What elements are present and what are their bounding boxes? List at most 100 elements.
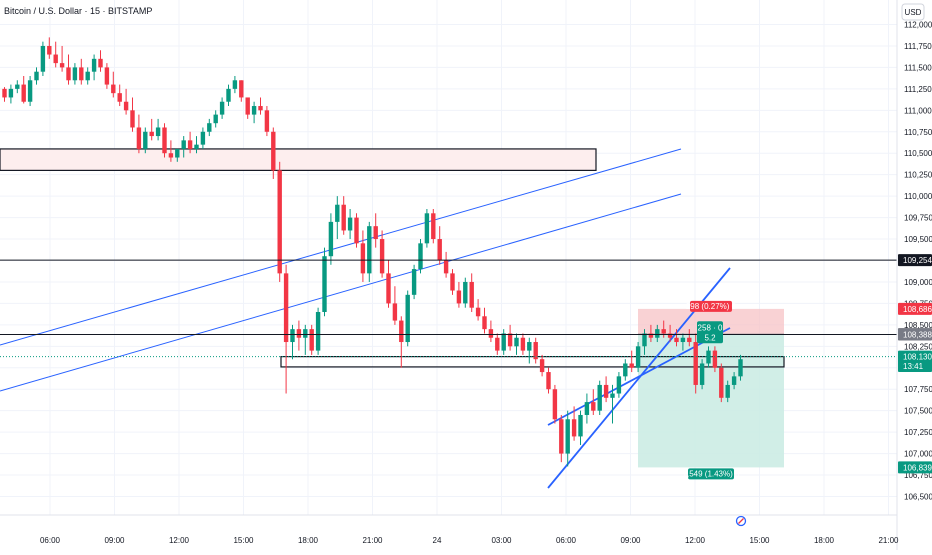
- candle: [91, 54, 97, 81]
- candle: [623, 359, 628, 381]
- price-tick-label: 107,000: [904, 450, 932, 459]
- candle: [8, 84, 14, 104]
- candle-body: [456, 290, 462, 304]
- candle-body: [399, 320, 404, 343]
- candle-body: [642, 333, 647, 347]
- time-tick-label: 21:00: [878, 536, 899, 545]
- price-badge: [898, 302, 932, 315]
- candle: [399, 316, 404, 368]
- candle-body: [341, 204, 346, 231]
- candle-body: [565, 419, 570, 454]
- candle: [21, 75, 26, 104]
- candle: [655, 324, 660, 343]
- price-tick-label: 106,750: [904, 471, 932, 480]
- currency-button[interactable]: [901, 3, 925, 21]
- candle-body: [725, 384, 730, 398]
- candle: [143, 127, 148, 154]
- candle: [699, 359, 705, 390]
- candle: [155, 118, 161, 141]
- candle: [418, 239, 423, 274]
- candle-body: [290, 329, 295, 343]
- candle-body: [59, 63, 65, 68]
- time-tick-label: 18:00: [814, 536, 835, 545]
- candle: [104, 63, 110, 89]
- candle-body: [667, 333, 673, 338]
- candles-layer: [2, 37, 743, 467]
- candle-body: [328, 221, 334, 257]
- candle: [296, 320, 302, 351]
- price-badge-label: 108,388: [903, 330, 932, 339]
- candle-body: [40, 45, 46, 72]
- candle-body: [655, 329, 660, 338]
- candle-body: [264, 110, 270, 132]
- candle: [450, 269, 455, 295]
- price-tick-label: 108,500: [904, 321, 932, 330]
- candle-body: [200, 131, 206, 145]
- candle: [79, 58, 84, 85]
- candle: [47, 37, 52, 59]
- candle: [507, 324, 513, 351]
- candle-body: [66, 67, 71, 81]
- price-badge-label: 108,686: [903, 305, 932, 314]
- candle: [303, 324, 308, 355]
- candle: [597, 380, 602, 415]
- candle-body: [507, 333, 513, 347]
- candle: [463, 277, 468, 308]
- candle-body: [424, 213, 430, 244]
- candle-body: [450, 273, 455, 291]
- reward-label-bg: [688, 468, 734, 480]
- candle-body: [546, 372, 551, 390]
- supply-zone-box: [0, 148, 597, 171]
- candle-body: [603, 384, 609, 398]
- goto-realtime-icon[interactable]: [735, 515, 747, 527]
- candle-body: [437, 239, 442, 261]
- trendline-1: [0, 148, 682, 346]
- price-tick-label: 109,500: [904, 235, 932, 244]
- time-tick-label: 15:00: [749, 536, 770, 545]
- price-tick-label: 111,250: [904, 85, 932, 94]
- candle: [207, 118, 212, 137]
- candle-body: [699, 363, 705, 385]
- candle: [111, 71, 116, 98]
- candle-body: [501, 333, 506, 351]
- candle-body: [15, 84, 20, 89]
- candle-body: [258, 106, 263, 111]
- candle-body: [53, 54, 58, 64]
- candle-body: [8, 88, 14, 98]
- candle-body: [443, 260, 449, 274]
- time-tick-label: 24: [433, 536, 442, 545]
- price-badge-label: 109,254: [903, 256, 932, 265]
- candle: [687, 329, 692, 347]
- candle-body: [520, 337, 526, 351]
- candle-body: [661, 329, 666, 334]
- candle-body: [315, 311, 321, 351]
- time-axis[interactable]: 06:00 09:00 12:00 15:00 18:00 21:00 24 03:00 06:…: [40, 536, 899, 545]
- candle-body: [386, 273, 391, 304]
- candle: [392, 286, 398, 325]
- time-tick-label: 12:00: [169, 536, 190, 545]
- candle-body: [91, 58, 97, 72]
- candle-body: [104, 67, 110, 85]
- price-tick-label: 111,500: [904, 63, 932, 72]
- candle: [136, 114, 142, 154]
- candle-body: [533, 342, 538, 360]
- candle: [328, 213, 334, 265]
- candle: [245, 97, 250, 119]
- reward-label: 1,549 (1.43%) 0: [683, 469, 740, 478]
- candle-body: [360, 243, 366, 274]
- candle-body: [527, 342, 532, 351]
- candle: [629, 350, 634, 373]
- candle: [213, 110, 218, 128]
- candle: [53, 41, 58, 68]
- candle: [98, 50, 103, 72]
- candle-body: [514, 337, 519, 347]
- candle: [514, 333, 519, 355]
- candle: [469, 273, 474, 312]
- candle-body: [418, 243, 423, 270]
- candle-body: [181, 140, 186, 149]
- candle-body: [539, 359, 545, 373]
- time-tick-label: 06:00: [40, 536, 61, 545]
- candle: [424, 209, 430, 248]
